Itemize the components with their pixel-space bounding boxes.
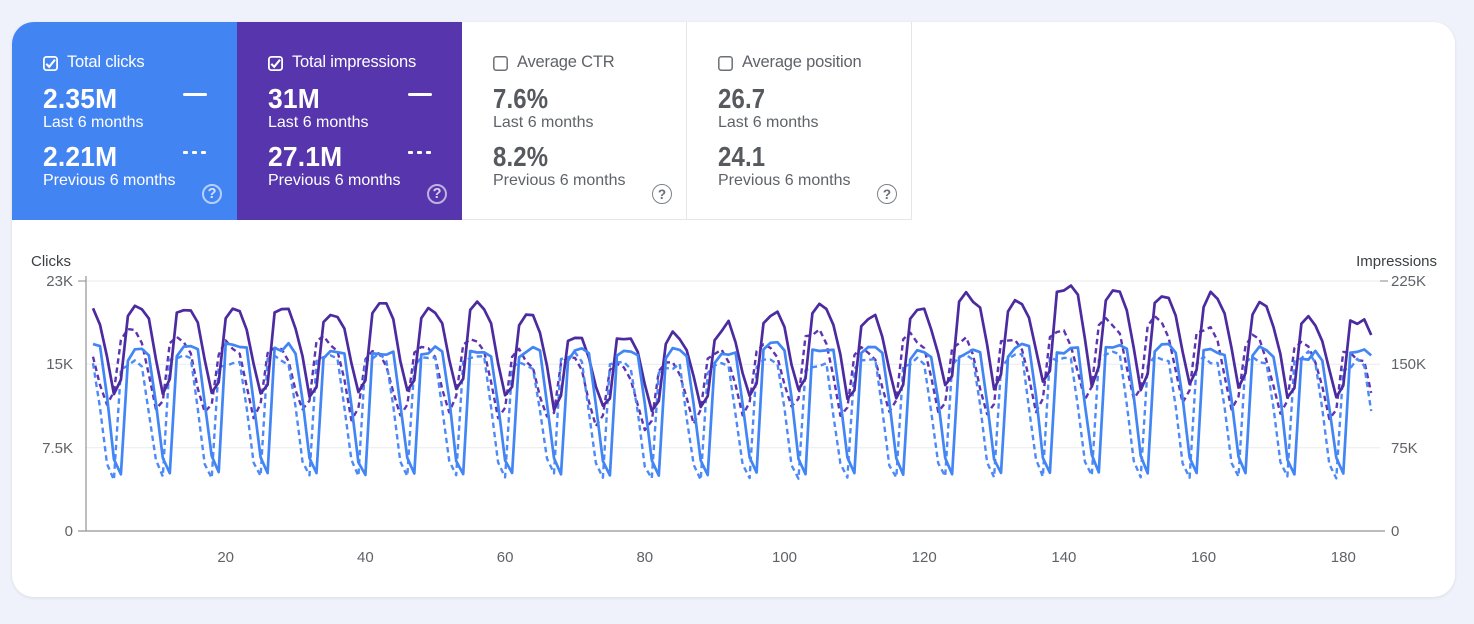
svg-text:120: 120 [912,549,937,566]
svg-text:23K: 23K [46,273,73,290]
svg-text:160: 160 [1191,549,1216,566]
svg-text:75K: 75K [1391,440,1418,457]
svg-text:Clicks: Clicks [31,253,71,270]
svg-text:15K: 15K [46,356,73,373]
svg-text:40: 40 [357,549,374,566]
svg-text:0: 0 [1391,523,1399,540]
svg-text:60: 60 [497,549,514,566]
svg-text:0: 0 [65,523,73,540]
svg-text:150K: 150K [1391,356,1426,373]
svg-text:100: 100 [772,549,797,566]
svg-text:Impressions: Impressions [1356,253,1437,270]
svg-text:140: 140 [1051,549,1076,566]
svg-text:180: 180 [1331,549,1356,566]
svg-text:225K: 225K [1391,273,1426,290]
svg-text:7.5K: 7.5K [42,440,73,457]
svg-text:20: 20 [217,549,234,566]
svg-text:80: 80 [636,549,653,566]
